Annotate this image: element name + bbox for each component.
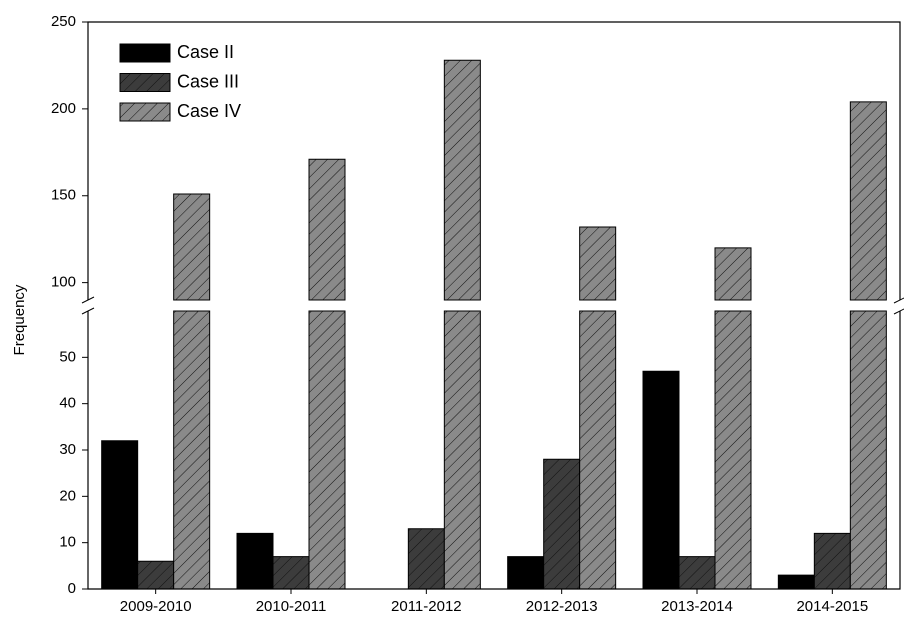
legend-swatch xyxy=(119,73,171,92)
x-tick-label: 2011-2012 xyxy=(391,598,462,615)
axis-break xyxy=(893,297,904,304)
x-tick-label: 2014-2015 xyxy=(796,598,868,615)
x-tick-label: 2012-2013 xyxy=(526,598,598,615)
axis-break xyxy=(81,296,95,304)
bar xyxy=(272,556,310,590)
legend-label: Case II xyxy=(177,42,234,62)
bar xyxy=(777,574,815,590)
y-tick-label: 100 xyxy=(51,274,76,291)
bar xyxy=(173,193,211,590)
y-tick-label: 30 xyxy=(59,441,76,458)
bar xyxy=(714,247,752,590)
x-tick-label: 2013-2014 xyxy=(661,598,733,615)
bar xyxy=(642,370,680,590)
legend-label: Case III xyxy=(177,71,239,91)
legend-swatch xyxy=(119,43,171,63)
legend-swatch xyxy=(119,102,171,122)
y-axis-label: Frequency xyxy=(11,284,28,355)
y-tick-label: 40 xyxy=(59,395,76,412)
bar xyxy=(101,440,139,590)
bar xyxy=(579,226,617,590)
bar xyxy=(407,528,445,590)
y-tick-label: 20 xyxy=(59,487,76,504)
bar xyxy=(543,458,581,590)
bar xyxy=(308,158,346,590)
x-tick-label: 2009-2010 xyxy=(120,598,192,615)
y-tick-label: 50 xyxy=(59,348,76,365)
axis-frame xyxy=(87,21,901,590)
axis-break xyxy=(81,307,95,315)
axis-break xyxy=(893,308,904,315)
bar xyxy=(507,556,545,590)
legend-label: Case IV xyxy=(177,101,241,121)
y-tick-label: 200 xyxy=(51,100,76,117)
bar xyxy=(443,59,481,590)
y-tick-label: 10 xyxy=(59,534,76,551)
y-tick-label: 250 xyxy=(51,13,76,30)
bar xyxy=(678,556,716,590)
bar xyxy=(849,101,887,590)
y-tick-label: 0 xyxy=(68,580,76,597)
y-tick-label: 150 xyxy=(51,187,76,204)
bar xyxy=(137,560,175,590)
x-tick-label: 2010-2011 xyxy=(256,598,327,615)
bar xyxy=(236,532,274,590)
bar xyxy=(813,532,851,590)
